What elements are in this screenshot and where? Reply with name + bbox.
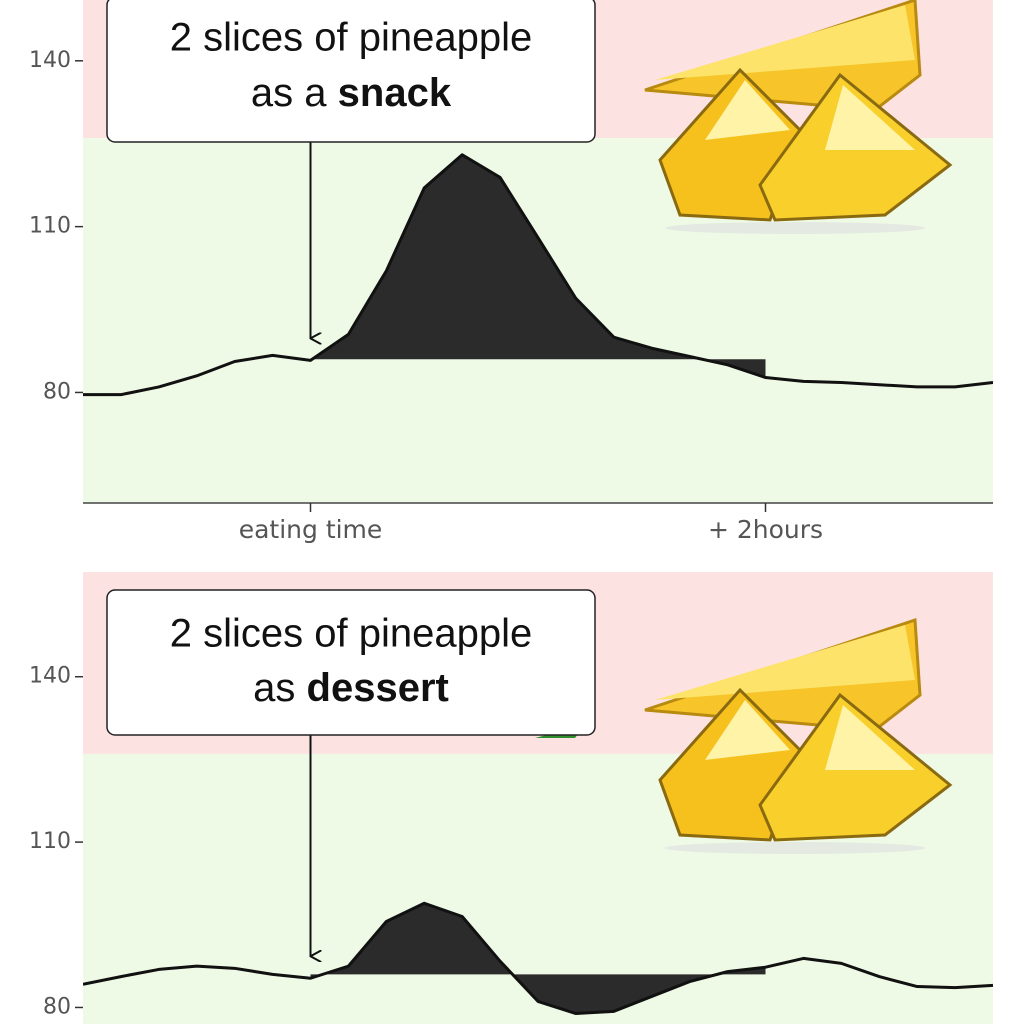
y-tick-label: 80 — [43, 994, 71, 1019]
line — [83, 901, 993, 1016]
annotation-text: 2 slices of pineapple — [170, 16, 532, 60]
annotation-text: as a — [251, 71, 327, 115]
annotation-box — [106, 589, 596, 736]
y-tick-label: 140 — [29, 48, 71, 73]
annotation-emphasis: snack — [338, 71, 452, 115]
annotation-text: as dessert — [253, 666, 449, 710]
annotation-text: as — [253, 666, 295, 710]
line — [83, 153, 993, 397]
y-tick-label: 140 — [29, 664, 71, 689]
y-tick-label: 110 — [29, 214, 71, 239]
annotation-emphasis: dessert — [307, 666, 449, 710]
annotation-text: 2 slices of pineapple — [170, 612, 532, 656]
panel: 80 110 140 2 slices of pineapple as dessert — [29, 572, 993, 1024]
y-tick-label: 110 — [29, 829, 71, 854]
panel: 80 110 140 eating time + 2hours 2 slices of p… — [29, 0, 993, 544]
area-fill — [310, 903, 766, 1014]
area-fill — [310, 154, 766, 378]
x-tick-label: + 2hours — [708, 515, 823, 544]
x-tick-label: eating time — [239, 515, 383, 544]
y-tick-label: 80 — [43, 379, 71, 404]
annotation-text: as a snack — [251, 71, 452, 115]
annotation-box — [106, 0, 596, 143]
